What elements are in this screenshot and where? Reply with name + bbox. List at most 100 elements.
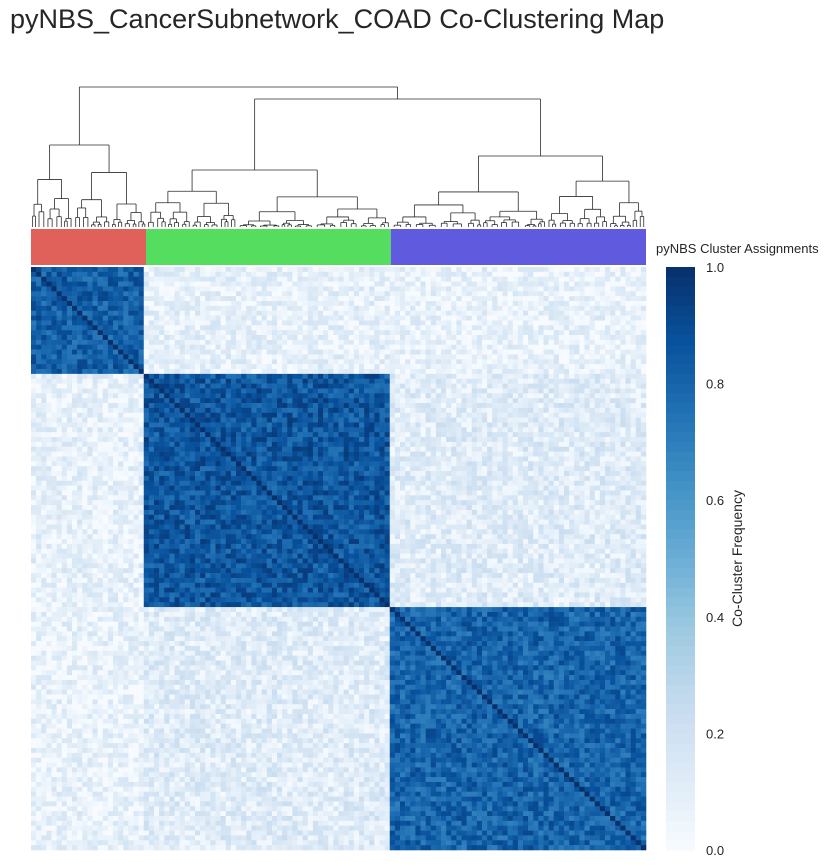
heatmap-cell	[302, 267, 309, 273]
heatmap-cell	[138, 427, 145, 433]
heatmap-cell	[635, 339, 642, 346]
heatmap-cell	[138, 276, 145, 282]
heatmap-cell	[441, 325, 447, 331]
heatmap-cell	[318, 427, 324, 433]
heatmap-cell	[97, 310, 104, 316]
heatmap-cell	[148, 291, 155, 297]
heatmap-cell	[456, 335, 462, 341]
heatmap-cell	[323, 310, 329, 316]
heatmap-cell	[107, 349, 114, 355]
heatmap-cell	[548, 335, 555, 341]
heatmap-cell	[215, 315, 221, 321]
heatmap-cell	[169, 393, 175, 399]
heatmap-cell	[210, 276, 216, 282]
heatmap-cell	[220, 335, 227, 341]
heatmap-cell	[594, 320, 601, 326]
heatmap-cell	[441, 432, 447, 438]
heatmap-cell	[246, 296, 252, 302]
heatmap-cell	[277, 403, 283, 409]
heatmap-cell	[430, 330, 437, 336]
heatmap-cell	[133, 364, 139, 370]
heatmap-cell	[348, 335, 355, 341]
heatmap-cell	[625, 301, 631, 307]
heatmap-cell	[195, 267, 201, 273]
heatmap-cell	[435, 393, 442, 399]
heatmap-cell	[579, 296, 585, 302]
heatmap-cell	[154, 432, 160, 438]
heatmap-cell	[564, 388, 570, 394]
heatmap-cell	[154, 364, 160, 370]
heatmap-cell	[164, 354, 170, 360]
heatmap-cell	[502, 441, 508, 448]
heatmap-cell	[312, 325, 319, 331]
heatmap-cell	[266, 354, 273, 360]
heatmap-cell	[225, 441, 232, 448]
heatmap-cell	[328, 373, 334, 380]
heatmap-cell	[312, 427, 319, 433]
heatmap-cell	[425, 407, 432, 414]
heatmap-cell	[128, 354, 134, 360]
heatmap-cell	[528, 310, 534, 316]
heatmap-cell	[133, 383, 139, 389]
heatmap-cell	[343, 291, 350, 297]
heatmap-cell	[374, 364, 380, 370]
heatmap-cell	[31, 344, 37, 350]
heatmap-cell	[543, 407, 549, 414]
heatmap-cell	[133, 359, 139, 365]
heatmap-cell	[446, 393, 452, 399]
heatmap-cell	[374, 305, 380, 312]
heatmap-cell	[635, 403, 642, 409]
heatmap-cell	[200, 286, 206, 292]
heatmap-cell	[379, 301, 385, 307]
heatmap-cell	[113, 383, 119, 389]
heatmap-cell	[133, 417, 139, 423]
heatmap-cell	[564, 383, 570, 389]
heatmap-cell	[230, 296, 237, 302]
heatmap-cell	[282, 339, 288, 346]
heatmap-cell	[394, 315, 401, 321]
heatmap-cell	[154, 378, 160, 384]
heatmap-cell	[533, 407, 539, 414]
heatmap-cell	[102, 432, 109, 438]
heatmap-cell	[441, 339, 447, 346]
heatmap-cell	[241, 378, 247, 384]
heatmap-cell	[138, 330, 145, 336]
heatmap-cell	[287, 432, 293, 438]
heatmap-cell	[174, 364, 180, 370]
heatmap-cell	[169, 373, 175, 380]
heatmap-cell	[128, 310, 134, 316]
heatmap-cell	[533, 296, 539, 302]
heatmap-cell	[620, 310, 626, 316]
heatmap-cell	[333, 393, 339, 399]
heatmap-cell	[471, 364, 478, 370]
heatmap-cell	[113, 344, 119, 350]
heatmap-cell	[384, 432, 391, 438]
heatmap-cell	[148, 310, 155, 316]
heatmap-cell	[128, 407, 134, 414]
heatmap-cell	[343, 388, 350, 394]
heatmap-cell	[379, 403, 385, 409]
heatmap-cell	[215, 422, 221, 428]
heatmap-cell	[369, 344, 375, 350]
heatmap-cell	[487, 417, 493, 423]
heatmap-cell	[584, 301, 590, 307]
heatmap-cell	[205, 276, 211, 282]
heatmap-cell	[359, 446, 365, 452]
heatmap-cell	[292, 281, 298, 287]
heatmap-cell	[446, 330, 452, 336]
heatmap-cell	[179, 359, 186, 365]
heatmap-cell	[230, 349, 237, 355]
heatmap-cell	[236, 441, 242, 448]
heatmap-cell	[46, 417, 52, 423]
heatmap-cell	[246, 437, 252, 443]
heatmap-cell	[133, 427, 139, 433]
heatmap-cell	[271, 441, 278, 448]
heatmap-cell	[307, 422, 314, 428]
heatmap-cell	[323, 388, 329, 394]
heatmap-cell	[589, 359, 596, 365]
heatmap-cell	[113, 291, 119, 297]
heatmap-cell	[51, 437, 57, 443]
heatmap-cell	[384, 286, 391, 292]
heatmap-cell	[507, 310, 514, 316]
heatmap-cell	[635, 325, 642, 331]
